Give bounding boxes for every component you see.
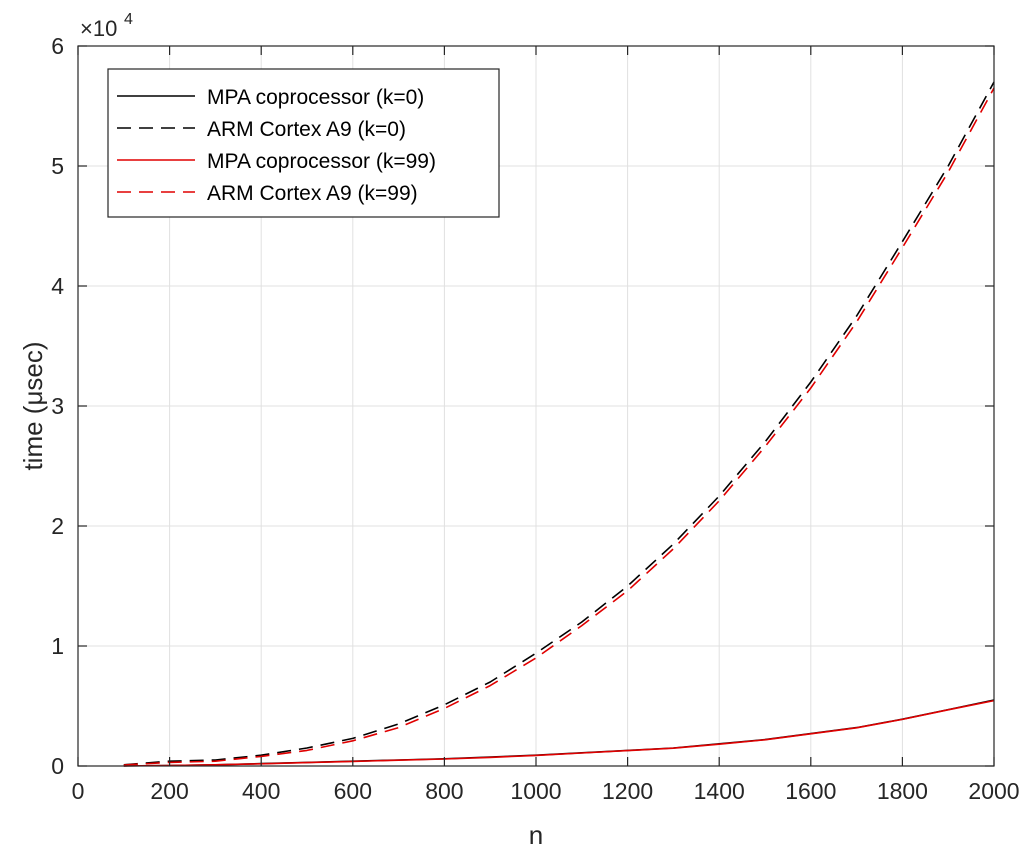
x-tick-label: 200 xyxy=(150,778,188,804)
series-line-4 xyxy=(123,87,995,766)
x-tick-label: 600 xyxy=(334,778,372,804)
x-tick-label: 400 xyxy=(242,778,280,804)
x-tick-label: 1200 xyxy=(602,778,653,804)
x-tick-label: 2000 xyxy=(968,778,1019,804)
legend-entry-label: MPA coprocessor (k=0) xyxy=(207,86,424,109)
legend-entry-label: MPA coprocessor (k=99) xyxy=(207,150,436,173)
y-tick-label: 3 xyxy=(51,393,64,419)
legend-entry-label: ARM Cortex A9 (k=0) xyxy=(207,118,406,141)
y-tick-label: 1 xyxy=(51,633,64,659)
y-tick-label: 4 xyxy=(51,273,64,299)
series-line-3 xyxy=(123,699,995,767)
axis-ticks: 0 200 400 600 800 1000 1200 1400 1600 1800 2000 0 1 2… xyxy=(51,33,1019,804)
legend-entry-label: ARM Cortex A9 (k=99) xyxy=(207,182,418,205)
series-line-2 xyxy=(123,81,995,766)
x-tick-label: 1400 xyxy=(694,778,745,804)
y-exponent-label: ×10 xyxy=(80,16,117,41)
x-tick-label: 1000 xyxy=(510,778,561,804)
legend: MPA coprocessor (k=0) ARM Cortex A9 (k=0)… xyxy=(107,68,500,218)
y-tick-label: 6 xyxy=(51,33,64,59)
y-exponent-power: 4 xyxy=(124,11,133,28)
x-tick-label: 800 xyxy=(425,778,463,804)
y-tick-label: 5 xyxy=(51,153,64,179)
y-tick-label: 2 xyxy=(51,513,64,539)
y-axis-label: time (μsec) xyxy=(18,341,48,470)
y-tick-label: 0 xyxy=(51,753,64,779)
x-tick-label: 0 xyxy=(72,778,85,804)
x-tick-label: 1600 xyxy=(785,778,836,804)
series-layer xyxy=(123,81,995,767)
x-axis-label: n xyxy=(529,820,543,850)
x-tick-label: 1800 xyxy=(877,778,928,804)
